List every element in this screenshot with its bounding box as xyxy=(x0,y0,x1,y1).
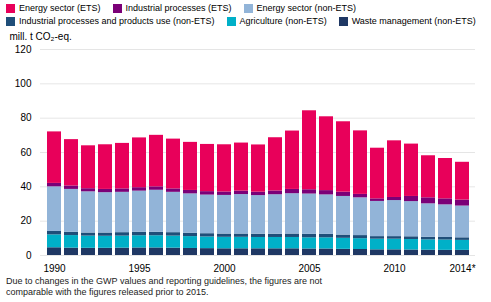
html-text:Energy sector (non-ETS): Energy sector (non-ETS) xyxy=(256,3,357,13)
svg-text:20: 20 xyxy=(20,215,32,226)
html-text:Due to changes in the GWP valu: Due to changes in the GWP values and rep… xyxy=(6,276,322,297)
html-text:Industrial processes (ETS): Industrial processes (ETS) xyxy=(125,3,232,13)
html-text:Energy sector (ETS): Energy sector (ETS) xyxy=(19,3,101,13)
svg-text:0: 0 xyxy=(26,250,32,261)
svg-text:120: 120 xyxy=(15,44,32,55)
html-text:Waste management (non-ETS): Waste management (non-ETS) xyxy=(351,16,476,26)
svg-text:1990: 1990 xyxy=(43,263,66,274)
svg-text:80: 80 xyxy=(20,112,32,123)
svg-text:2010: 2010 xyxy=(383,263,406,274)
svg-text:mill. t CO₂-eq.: mill. t CO₂-eq. xyxy=(10,31,72,42)
svg-text:2014*: 2014* xyxy=(449,263,475,274)
svg-text:2000: 2000 xyxy=(213,263,236,274)
svg-text:1995: 1995 xyxy=(128,263,151,274)
svg-text:60: 60 xyxy=(20,147,32,158)
svg-text:100: 100 xyxy=(15,78,32,89)
svg-text:2005: 2005 xyxy=(298,263,321,274)
html-text:Industrial processes and produ: Industrial processes and products use (n… xyxy=(19,16,215,26)
svg-text:40: 40 xyxy=(20,181,32,192)
html-text:Agriculture (non-ETS): Agriculture (non-ETS) xyxy=(239,16,327,26)
